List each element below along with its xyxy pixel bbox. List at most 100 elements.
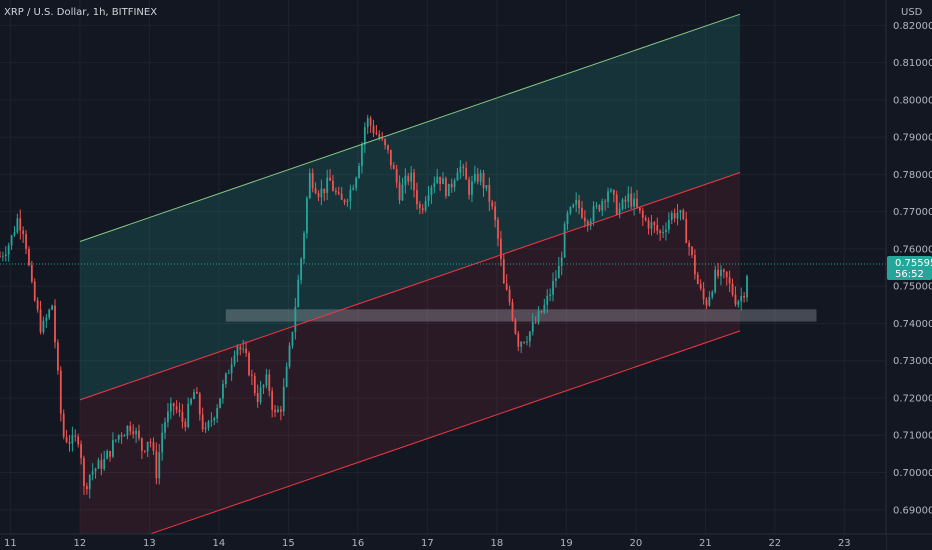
- candle: [691, 245, 693, 259]
- price-tick-label: 0.73000: [893, 356, 932, 367]
- candle: [722, 268, 725, 279]
- candle: [676, 203, 679, 226]
- price-tick-label: 0.76000: [893, 244, 932, 255]
- candle: [314, 182, 317, 195]
- candle: [473, 165, 476, 184]
- candle: [236, 344, 239, 363]
- candle: [308, 168, 311, 200]
- candle: [615, 190, 618, 216]
- candle: [33, 278, 36, 302]
- candle: [433, 176, 436, 194]
- candle: [213, 416, 216, 426]
- candle: [358, 162, 360, 179]
- candle: [91, 463, 94, 481]
- candle: [54, 299, 56, 349]
- candle: [28, 246, 30, 267]
- candle: [557, 256, 560, 279]
- support-zone-rect[interactable]: [225, 309, 817, 322]
- price-tick-label: 0.80000: [893, 95, 932, 106]
- candle: [320, 179, 323, 206]
- candle: [129, 421, 132, 436]
- price-tick-label: 0.69000: [893, 505, 932, 516]
- candle: [711, 290, 714, 300]
- candle: [395, 164, 398, 188]
- candle: [80, 440, 82, 465]
- candle: [103, 450, 106, 471]
- candle: [106, 449, 109, 460]
- candle: [120, 432, 123, 444]
- candles: [0, 114, 748, 499]
- currency-label[interactable]: USD: [901, 7, 923, 18]
- time-tick-label: 12: [74, 538, 87, 549]
- candle: [340, 187, 343, 200]
- channel-upper-fill: [79, 14, 741, 400]
- candle: [659, 229, 662, 241]
- candle: [88, 474, 91, 499]
- channel-lower-fill: [79, 172, 741, 550]
- candle: [262, 384, 265, 395]
- candle: [334, 187, 337, 196]
- candle: [155, 442, 158, 485]
- candle: [468, 176, 470, 200]
- candle: [164, 417, 166, 440]
- regression-channel-lines[interactable]: [79, 13, 741, 550]
- candle: [488, 177, 491, 211]
- candle: [311, 168, 314, 193]
- candle: [332, 175, 334, 192]
- candle: [256, 384, 259, 408]
- candle: [598, 204, 601, 213]
- candle: [279, 405, 282, 421]
- candle: [520, 341, 523, 354]
- candle: [604, 199, 607, 211]
- candle: [375, 124, 378, 136]
- candle: [708, 291, 711, 307]
- candle: [456, 167, 459, 181]
- candle: [505, 274, 508, 291]
- candle: [398, 175, 401, 205]
- candle: [195, 387, 198, 394]
- candle: [424, 196, 427, 213]
- candle: [638, 206, 641, 214]
- candle: [471, 175, 473, 203]
- candle: [662, 225, 664, 239]
- candle: [462, 163, 465, 177]
- candle: [83, 455, 85, 495]
- time-tick-label: 14: [213, 538, 226, 549]
- candle: [543, 298, 546, 315]
- candle: [497, 217, 499, 247]
- channel-lower-line[interactable]: [80, 330, 741, 550]
- channel-upper-line[interactable]: [79, 13, 741, 242]
- channel-middle-line[interactable]: [79, 172, 741, 401]
- candle: [607, 187, 609, 209]
- candle: [59, 366, 62, 422]
- candle: [233, 350, 236, 367]
- candle: [112, 432, 114, 459]
- candle: [227, 369, 230, 374]
- candle: [239, 344, 242, 356]
- candle: [7, 242, 10, 262]
- candle: [633, 192, 635, 216]
- candle: [216, 404, 219, 423]
- candle: [682, 208, 685, 221]
- candle: [421, 204, 424, 214]
- candle: [500, 230, 502, 267]
- candle: [51, 304, 54, 311]
- support-zone[interactable]: [225, 309, 817, 322]
- candle: [572, 203, 575, 209]
- candle: [42, 316, 45, 335]
- price-tick-label: 0.72000: [893, 393, 932, 404]
- candle: [384, 138, 386, 150]
- candle: [172, 402, 175, 416]
- candle: [346, 198, 349, 207]
- candle: [392, 162, 395, 170]
- candle: [653, 220, 656, 233]
- candle: [288, 342, 291, 369]
- time-tick-label: 13: [143, 538, 156, 549]
- time-axis-panel[interactable]: [0, 534, 886, 550]
- candle: [352, 184, 355, 191]
- candle: [444, 176, 447, 199]
- candle: [439, 176, 442, 191]
